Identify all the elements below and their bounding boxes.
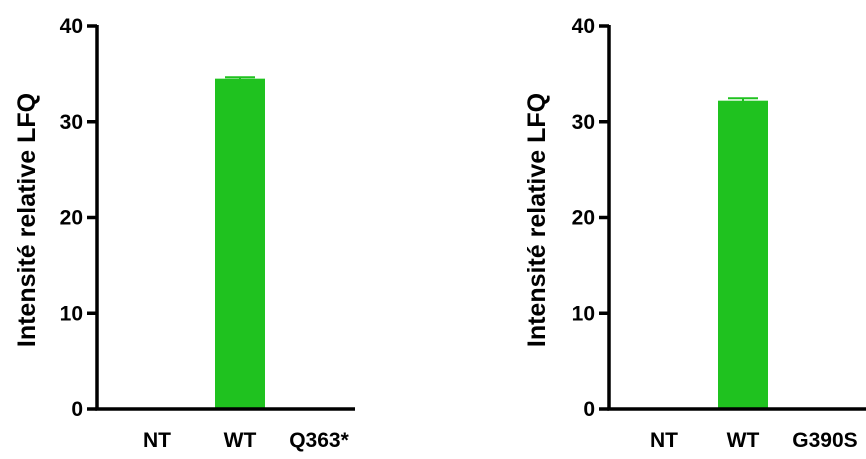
y-tick-label: 30 xyxy=(60,111,83,134)
y-tick-label: 20 xyxy=(60,207,83,230)
y-tick-label: 0 xyxy=(583,398,595,421)
plot-area-left: 0 10 20 30 40 NT WT Q363* xyxy=(60,15,355,452)
x-category-label: G390S xyxy=(792,429,857,452)
bar-wt xyxy=(718,100,768,409)
y-tick-label: 0 xyxy=(71,398,83,421)
y-axis-title-left: Intensité relative LFQ xyxy=(13,93,41,347)
x-category-label: NT xyxy=(143,429,171,452)
y-tick-label: 10 xyxy=(60,302,83,325)
x-category-label: WT xyxy=(224,429,257,452)
x-category-label: Q363* xyxy=(289,429,349,452)
y-tick-label: 30 xyxy=(572,111,595,134)
x-category-label: NT xyxy=(650,429,678,452)
y-tick-label: 40 xyxy=(60,15,83,38)
y-tick-label: 10 xyxy=(572,302,595,325)
y-tick-label: 20 xyxy=(572,207,595,230)
chart-right: Intensité relative LFQ 0 10 20 30 40 NT WT G390… xyxy=(523,15,866,452)
plot-area-right: 0 10 20 30 40 NT WT G390S xyxy=(572,15,866,452)
chart-left: Intensité relative LFQ 0 10 20 30 40 NT WT Q363… xyxy=(13,15,355,452)
y-tick-label: 40 xyxy=(572,15,595,38)
y-axis-title-right: Intensité relative LFQ xyxy=(523,93,551,347)
bar-wt xyxy=(215,78,265,409)
x-category-label: WT xyxy=(727,429,760,452)
